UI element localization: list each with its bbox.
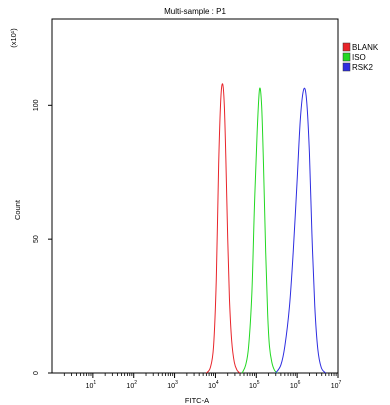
plot-frame xyxy=(51,18,339,374)
y-axis-label: Count xyxy=(13,199,22,220)
x-tick-base: 10 xyxy=(249,383,257,390)
y-scale-note: (x10¹) xyxy=(9,28,18,48)
y-axis: 0 50 100 xyxy=(33,99,52,375)
x-tick-base: 10 xyxy=(126,383,134,390)
x-tick-base: 10 xyxy=(167,383,175,390)
x-tick-base: 10 xyxy=(208,383,216,390)
y-tick-label: 100 xyxy=(33,99,40,111)
x-axis-label: FITC-A xyxy=(185,396,209,405)
series-layer xyxy=(205,83,327,374)
x-tick-label: 102 xyxy=(126,380,137,390)
series-blank-line xyxy=(205,83,241,374)
legend-swatch-iso xyxy=(342,52,351,62)
x-tick-label: 105 xyxy=(249,380,260,390)
x-tick-exponent: 4 xyxy=(216,380,219,386)
x-tick-label: 101 xyxy=(86,380,97,390)
x-tick-label: 103 xyxy=(167,380,178,390)
x-tick-exponent: 6 xyxy=(298,380,301,386)
x-tick-label: 104 xyxy=(208,380,219,390)
x-tick-label: 106 xyxy=(290,380,301,390)
x-tick-base: 10 xyxy=(86,383,94,390)
x-tick-exponent: 3 xyxy=(175,380,178,386)
y-tick-label: 0 xyxy=(33,371,40,375)
legend-label-iso: ISO xyxy=(352,53,366,62)
legend-swatch-blank xyxy=(342,42,351,52)
legend-label-rsk2: RSK2 xyxy=(352,63,373,72)
x-tick-base: 10 xyxy=(290,383,298,390)
y-tick-label: 50 xyxy=(33,235,40,243)
series-rsk2-line xyxy=(275,87,327,374)
x-tick-exponent: 5 xyxy=(257,380,260,386)
legend-swatch-rsk2 xyxy=(342,62,351,72)
x-tick-label: 107 xyxy=(331,380,342,390)
chart-title: Multi-sample : P1 xyxy=(164,7,226,16)
x-tick-exponent: 2 xyxy=(134,380,137,386)
legend-label-blank: BLANK xyxy=(352,43,379,52)
x-tick-exponent: 7 xyxy=(339,380,342,386)
x-tick-exponent: 1 xyxy=(93,380,96,386)
x-tick-base: 10 xyxy=(331,383,339,390)
series-iso-line xyxy=(241,87,278,374)
x-axis: 101 102 103 104 105 106 107 xyxy=(63,373,342,390)
